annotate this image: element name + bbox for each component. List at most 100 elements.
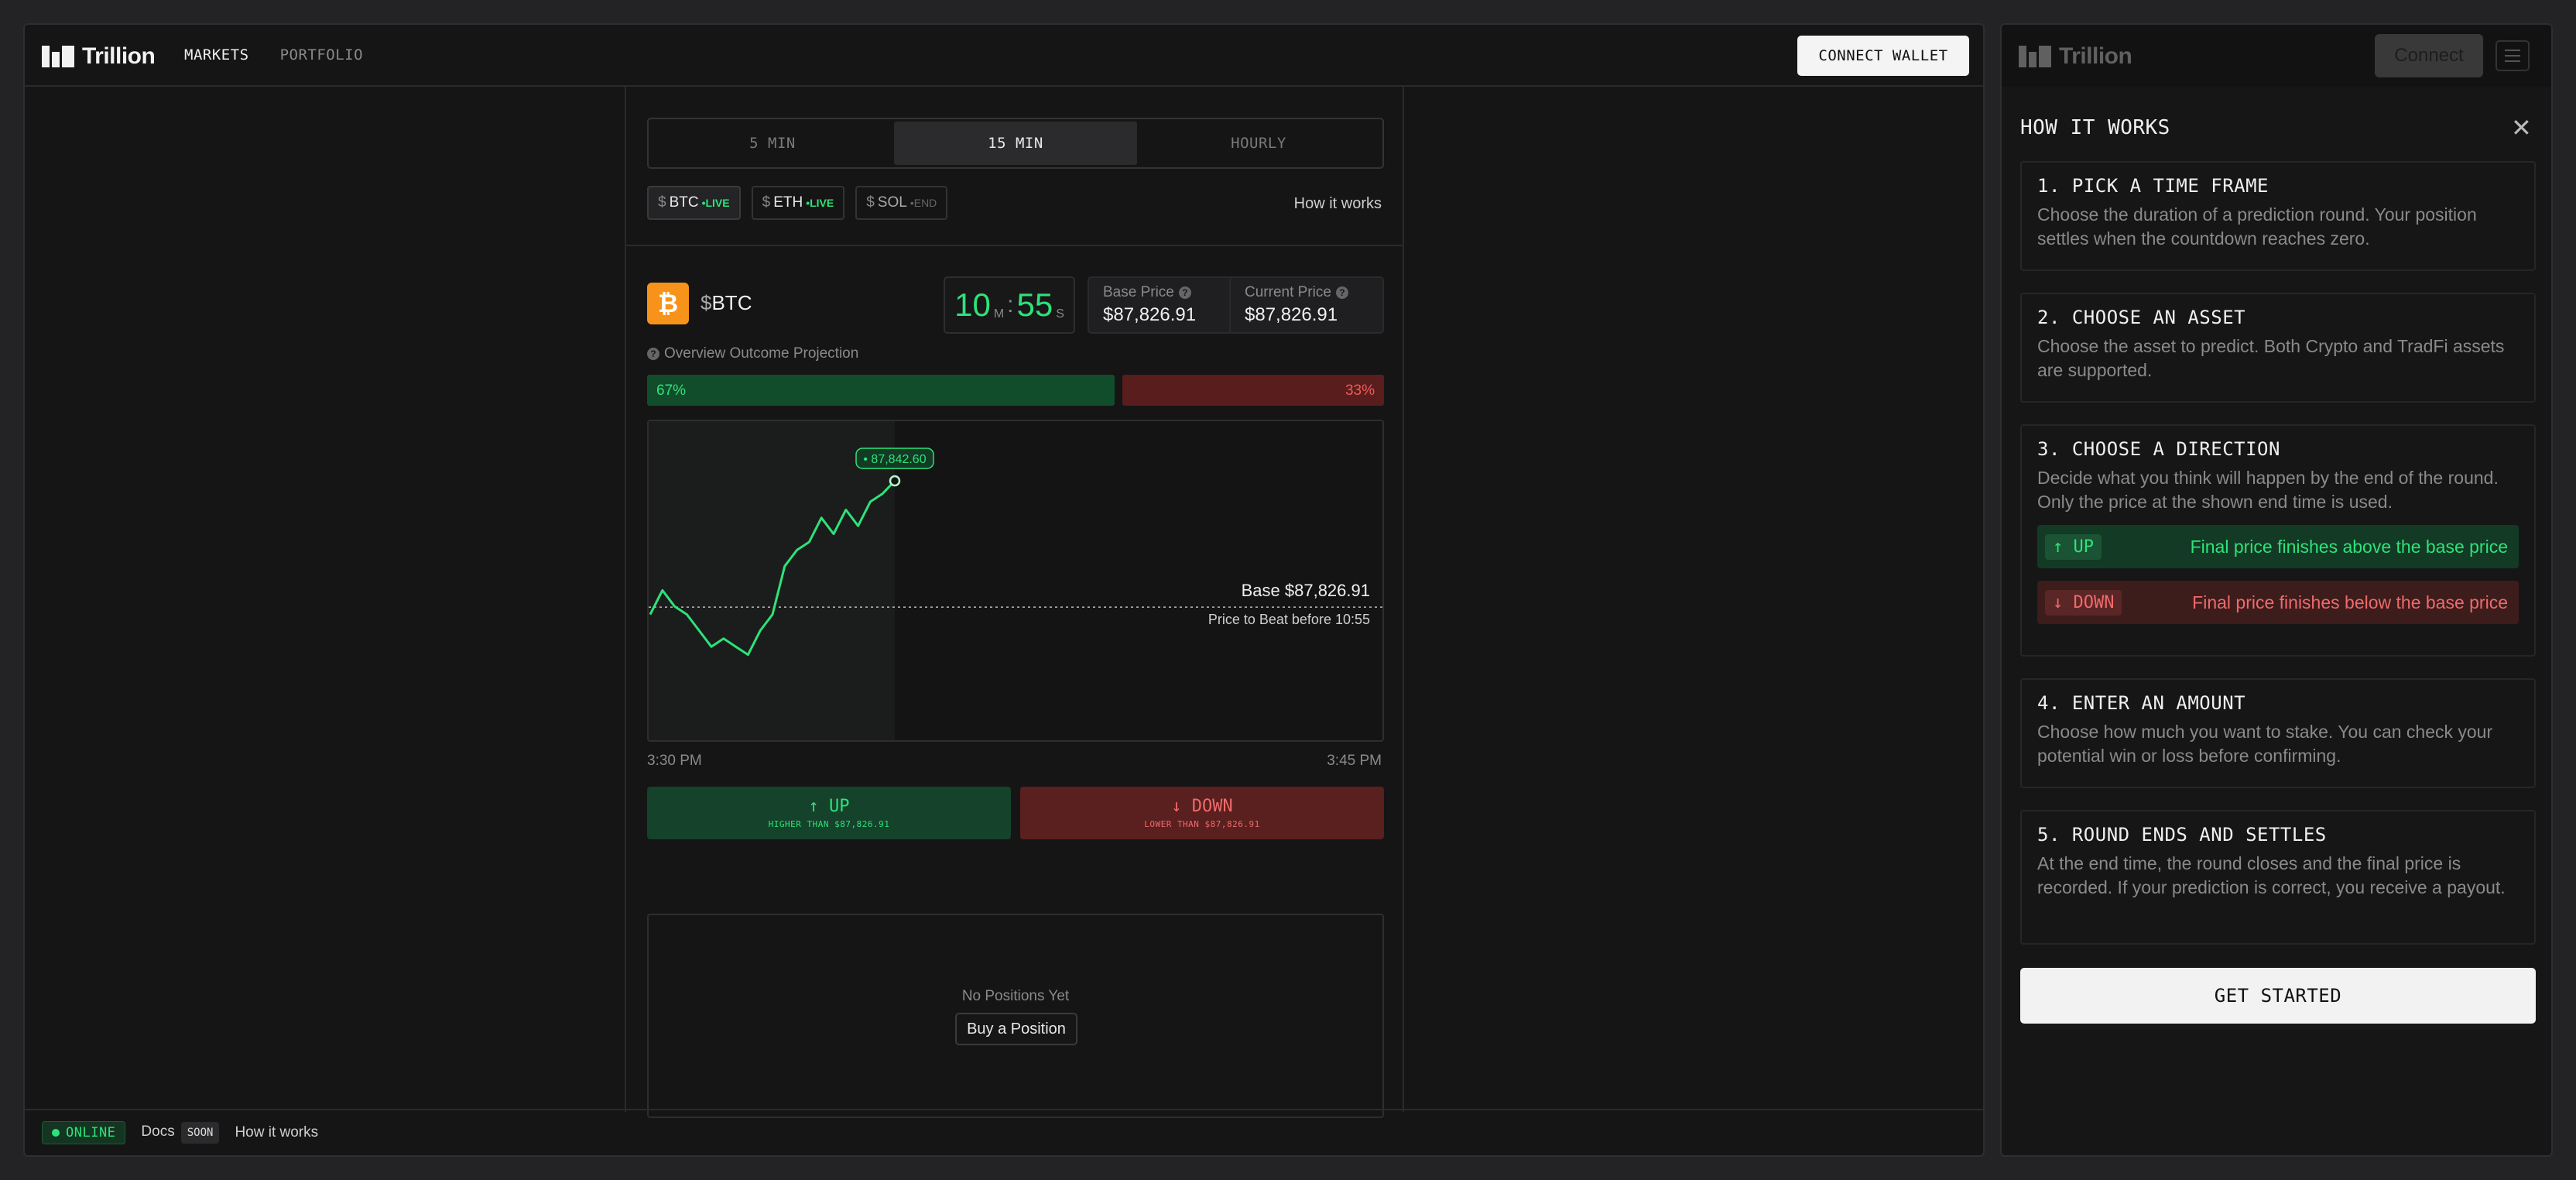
bitcoin-icon: ₿ [647, 283, 689, 324]
tab-5-min[interactable]: 5 MIN [749, 135, 796, 152]
base-price-label: Base Price [1103, 284, 1174, 300]
step-5: 5. ROUND ENDS AND SETTLES At the end tim… [2020, 810, 2536, 945]
main-window: Trillion MARKETS PORTFOLIO CONNECT WALLE… [23, 23, 1985, 1157]
price-series-line [649, 479, 896, 657]
down-pill: ↓ DOWN [2045, 589, 2122, 616]
step-4: 4. ENTER AN AMOUNT Choose how much you w… [2020, 678, 2536, 788]
step-title: 5. ROUND ENDS AND SETTLES [2037, 824, 2327, 846]
divider [626, 245, 1403, 246]
up-button-label: ↑ UP [808, 797, 850, 816]
current-price-value: $87,826.91 [1245, 304, 1338, 325]
up-pill: ↑ UP [2045, 533, 2102, 560]
close-icon[interactable]: ✕ [2511, 114, 2532, 142]
last-price-label: • 87,842.60 [863, 453, 926, 466]
price-to-beat-annotation: Price to Beat before 10:55 [1208, 612, 1370, 627]
logo-text: Trillion [82, 43, 156, 69]
step-text: At the end time, the round closes and th… [2037, 853, 2506, 897]
soon-badge: SOON [180, 1122, 220, 1144]
dollar-icon: $ [658, 194, 666, 211]
step-title: 3. CHOOSE A DIRECTION [2037, 438, 2280, 460]
no-positions-text: No Positions Yet [961, 988, 1070, 1004]
footer: ONLINE Docs SOON How it works [25, 1109, 1983, 1155]
side-logo: Trillion [2019, 43, 2132, 70]
logo-icon [42, 46, 74, 67]
current-price-card: Current Price? $87,826.91 [1229, 276, 1384, 334]
help-icon[interactable]: ? [1178, 286, 1191, 299]
timer-colon: : [1007, 292, 1014, 317]
how-it-works-panel: Trillion Connect HOW IT WORKS ✕ 1. PICK … [2000, 23, 2553, 1157]
end-badge: •END [909, 197, 937, 209]
asset-symbol: BTC [669, 194, 699, 211]
direction-up-row: ↑ UP Final price finishes above the base… [2037, 525, 2519, 568]
how-it-works-link[interactable]: How it works [1293, 195, 1382, 212]
down-button-label: ↓ DOWN [1171, 797, 1233, 816]
last-price-label-bg [855, 448, 934, 469]
main-nav: MARKETS PORTFOLIO [184, 46, 363, 63]
down-button[interactable]: ↓ DOWN LOWER THAN $87,826.91 [1020, 787, 1384, 839]
dollar-icon: $ [866, 194, 875, 211]
logo[interactable]: Trillion [42, 43, 156, 70]
step-text: Choose how much you want to stake. You c… [2037, 722, 2493, 766]
timer-minutes: 10 [954, 286, 991, 323]
down-button-sub: LOWER THAN $87,826.91 [1144, 819, 1260, 829]
base-price-value: $87,826.91 [1103, 304, 1197, 325]
asset-selector: $ BTC •LIVE $ ETH •LIVE $ SOL •END [647, 186, 948, 220]
x-axis-start-label: 3:30 PM [647, 753, 702, 769]
price-chart: Base $87,826.91 Price to Beat before 10:5… [647, 420, 1384, 742]
market-asset-name: $BTC [701, 291, 752, 314]
docs-link[interactable]: Docs SOON [141, 1122, 220, 1144]
live-badge: •LIVE [701, 197, 730, 209]
status-dot-icon [52, 1129, 60, 1137]
asset-chip-eth[interactable]: $ ETH •LIVE [751, 186, 845, 220]
last-price-point [889, 475, 901, 487]
outcome-projection-label: ? Overview Outcome Projection [647, 345, 858, 362]
panel-title: HOW IT WORKS [2020, 116, 2170, 139]
dollar-icon: $ [762, 194, 771, 211]
base-price-card: Base Price? $87,826.91 [1088, 276, 1242, 334]
buy-position-button[interactable]: Buy a Position [955, 1013, 1077, 1045]
step-title: 4. ENTER AN AMOUNT [2037, 692, 2246, 714]
side-top-bar: Trillion Connect [2002, 25, 2551, 87]
x-axis-end-label: 3:45 PM [1327, 753, 1382, 769]
step-2: 2. CHOOSE AN ASSET Choose the asset to p… [2020, 293, 2536, 403]
timer-seconds: 55 [1016, 286, 1053, 323]
down-explainer: Final price finishes below the base pric… [2192, 592, 2508, 612]
down-probability-bar: 33% [1122, 375, 1384, 406]
nav-markets[interactable]: MARKETS [184, 46, 249, 63]
connect-wallet-button[interactable]: CONNECT WALLET [1797, 36, 1969, 76]
get-started-button[interactable]: GET STARTED [2020, 968, 2536, 1024]
tab-15-min[interactable]: 15 MIN [894, 122, 1137, 165]
up-button-sub: HIGHER THAN $87,826.91 [768, 819, 890, 829]
step-text: Choose the asset to predict. Both Crypto… [2037, 336, 2505, 380]
up-button[interactable]: ↑ UP HIGHER THAN $87,826.91 [647, 787, 1011, 839]
timeframe-tabs: 5 MIN 15 MIN HOURLY [647, 118, 1384, 169]
positions-panel: No Positions Yet Buy a Position [647, 914, 1384, 1118]
step-3: 3. CHOOSE A DIRECTION Decide what you th… [2020, 424, 2536, 657]
logo-text: Trillion [2059, 43, 2132, 69]
elapsed-region [649, 421, 895, 740]
nav-portfolio[interactable]: PORTFOLIO [279, 46, 364, 63]
direction-down-row: ↓ DOWN Final price finishes below the ba… [2037, 581, 2519, 624]
asset-chip-btc[interactable]: $ BTC •LIVE [647, 186, 741, 220]
hamburger-menu-icon[interactable] [2496, 40, 2530, 71]
help-icon[interactable]: ? [1335, 286, 1348, 299]
step-text: Choose the duration of a prediction roun… [2037, 204, 2477, 249]
step-text: Decide what you think will happen by the… [2037, 468, 2499, 512]
asset-symbol: ETH [773, 194, 803, 211]
base-price-annotation: Base $87,826.91 [1242, 581, 1370, 600]
help-icon[interactable]: ? [647, 348, 659, 360]
logo-icon [2019, 46, 2051, 67]
step-title: 1. PICK A TIME FRAME [2037, 175, 2269, 197]
status-badge: ONLINE [42, 1121, 126, 1144]
top-bar: Trillion MARKETS PORTFOLIO CONNECT WALLE… [25, 25, 1983, 87]
live-badge: •LIVE [806, 197, 834, 209]
step-1: 1. PICK A TIME FRAME Choose the duration… [2020, 161, 2536, 271]
tab-hourly[interactable]: HOURLY [1231, 135, 1286, 152]
asset-symbol: SOL [877, 194, 907, 211]
current-price-label: Current Price [1245, 284, 1331, 300]
market-column: 5 MIN 15 MIN HOURLY $ BTC •LIVE $ ETH •L… [625, 87, 1404, 1118]
footer-how-it-works-link[interactable]: How it works [235, 1124, 319, 1141]
asset-chip-sol[interactable]: $ SOL •END [855, 186, 948, 220]
side-connect-button[interactable]: Connect [2375, 34, 2483, 77]
price-chart-svg: Base $87,826.91 Price to Beat before 10:5… [649, 421, 1382, 740]
